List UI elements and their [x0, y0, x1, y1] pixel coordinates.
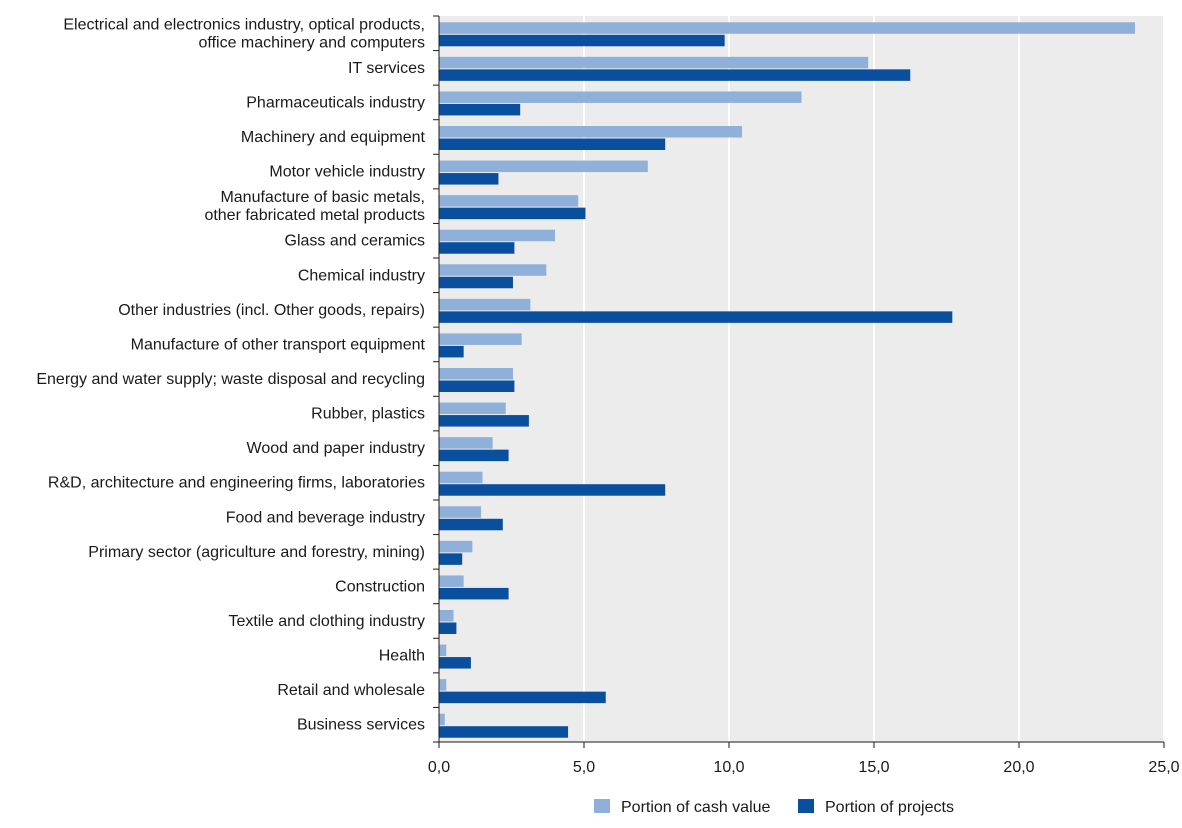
x-tick-label: 10,0 — [713, 759, 744, 776]
bar-projects — [439, 587, 509, 600]
category-label: Machinery and equipment — [241, 129, 426, 146]
bar-cash-value — [439, 713, 445, 726]
bar-cash-value — [439, 368, 513, 380]
category-label: Chemical industry — [298, 267, 425, 284]
category-label: Rubber, plastics — [311, 406, 425, 423]
category-label: Other industries (incl. Other goods, rep… — [118, 302, 425, 319]
legend: Portion of cash value Portion of projects — [594, 799, 954, 816]
plot-background — [439, 16, 1164, 742]
category-label: Motor vehicle industry — [269, 164, 425, 181]
bar-projects — [439, 449, 509, 462]
bar-projects — [439, 173, 499, 185]
category-labels: Electrical and electronics industry, opt… — [36, 16, 425, 733]
bar-projects — [439, 691, 606, 704]
category-label: Glass and ceramics — [285, 233, 426, 250]
bar-cash-value — [439, 644, 447, 657]
category-label: Pharmaceuticals industry — [246, 94, 425, 111]
bar-projects — [439, 657, 471, 669]
bar-projects — [439, 622, 457, 634]
category-label: Manufacture of other transport equipment — [131, 336, 426, 353]
x-tick-label: 0,0 — [428, 759, 450, 776]
bar-projects — [439, 311, 953, 323]
x-tick-labels: 0,0 5,0 10,0 15,0 20,0 25,0 — [428, 759, 1180, 776]
category-label: Primary sector (agriculture and forestry… — [88, 544, 425, 561]
bar-projects — [439, 553, 463, 565]
bar-cash-value — [439, 264, 547, 276]
category-label: office machinery and computers — [199, 34, 425, 51]
bar-projects — [439, 276, 513, 289]
bar-cash-value — [439, 56, 869, 69]
bar-cash-value — [439, 610, 454, 622]
legend-label: Portion of projects — [825, 799, 954, 816]
bar-cash-value — [439, 229, 555, 242]
bar-cash-value — [439, 333, 522, 345]
bar-projects — [439, 207, 586, 220]
category-label: Wood and paper industry — [247, 440, 425, 457]
bar-cash-value — [439, 160, 648, 173]
bars — [439, 22, 1135, 738]
bar-cash-value — [439, 471, 483, 484]
bar-projects — [439, 518, 503, 531]
legend-swatch — [594, 799, 610, 813]
bar-projects — [439, 138, 666, 150]
bar-cash-value — [439, 540, 473, 553]
category-label: Retail and wholesale — [277, 682, 425, 699]
bar-projects — [439, 242, 515, 254]
category-label: IT services — [348, 60, 425, 77]
bar-projects — [439, 345, 464, 358]
legend-label: Portion of cash value — [621, 799, 771, 816]
category-label: Construction — [335, 578, 425, 595]
bar-cash-value — [439, 437, 493, 449]
bar-projects — [439, 415, 529, 427]
bar-cash-value — [439, 22, 1135, 34]
bar-cash-value — [439, 679, 447, 691]
x-tick-label: 5,0 — [573, 759, 595, 776]
bar-projects — [439, 726, 569, 738]
category-label: other fabricated metal products — [204, 207, 425, 224]
bar-cash-value — [439, 506, 482, 518]
category-label: R&D, architecture and engineering firms,… — [48, 475, 425, 492]
bar-projects — [439, 484, 666, 496]
category-label: Energy and water supply; waste disposal … — [36, 371, 425, 388]
bar-projects — [439, 380, 515, 392]
axes — [433, 15, 1165, 748]
category-label: Business services — [297, 717, 425, 734]
bar-cash-value — [439, 298, 531, 311]
bar-cash-value — [439, 402, 506, 415]
bar-projects — [439, 103, 521, 116]
category-label: Food and beverage industry — [226, 509, 425, 526]
legend-swatch — [798, 799, 814, 813]
bar-cash-value — [439, 575, 464, 587]
bar-cash-value — [439, 91, 802, 103]
bar-projects — [439, 69, 911, 81]
x-tick-label: 15,0 — [858, 759, 889, 776]
x-tick-label: 25,0 — [1148, 759, 1179, 776]
category-label: Health — [379, 648, 425, 665]
bar-cash-value — [439, 126, 743, 138]
x-tick-label: 20,0 — [1003, 759, 1034, 776]
bar-projects — [439, 34, 725, 47]
category-label: Electrical and electronics industry, opt… — [63, 16, 425, 33]
bar-cash-value — [439, 195, 579, 207]
category-label: Manufacture of basic metals, — [220, 189, 425, 206]
category-label: Textile and clothing industry — [228, 613, 425, 630]
